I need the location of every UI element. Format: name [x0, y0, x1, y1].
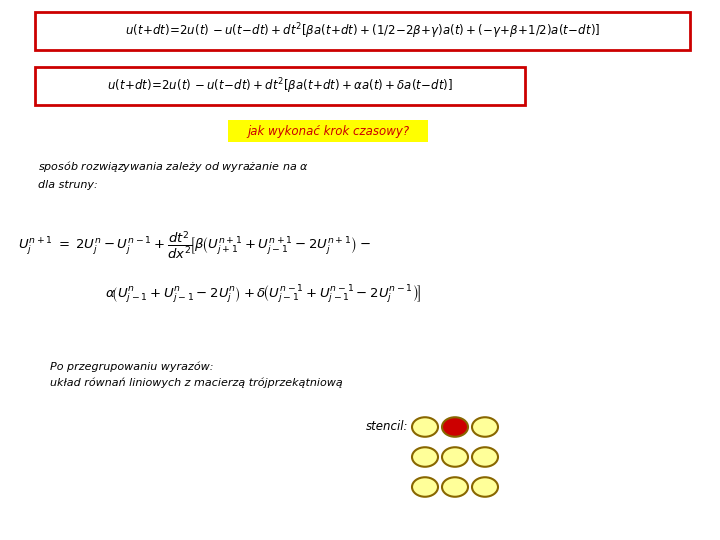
- FancyBboxPatch shape: [35, 12, 690, 50]
- Text: $u(t\!+\!dt)\!=\!2u(t)\,-u(t\!-\!dt)+dt^2[\beta a(t\!+\!dt)+\alpha a(t)+\delta a: $u(t\!+\!dt)\!=\!2u(t)\,-u(t\!-\!dt)+dt^…: [107, 76, 453, 96]
- Circle shape: [472, 417, 498, 437]
- Text: stencil:: stencil:: [366, 421, 408, 434]
- Circle shape: [442, 417, 468, 437]
- Circle shape: [472, 447, 498, 467]
- Circle shape: [412, 447, 438, 467]
- FancyBboxPatch shape: [35, 67, 525, 105]
- Text: $u(t\!+\!dt)\!=\!2u(t)\,-u(t\!-\!dt)+dt^2[\beta a(t\!+\!dt)+(1/2\!-\!2\beta\!+\!: $u(t\!+\!dt)\!=\!2u(t)\,-u(t\!-\!dt)+dt^…: [125, 21, 600, 41]
- Circle shape: [412, 417, 438, 437]
- Circle shape: [472, 477, 498, 497]
- Circle shape: [442, 447, 468, 467]
- Text: sposób rozwiązywania zależy od wyrażanie na $\alpha$: sposób rozwiązywania zależy od wyrażanie…: [38, 159, 309, 174]
- Text: układ równań liniowych z macierzą trójprzekątniową: układ równań liniowych z macierzą trójpr…: [50, 378, 343, 388]
- Text: $U_j^{n+1} \;=\; 2U_j^n - U_j^{n-1} + \dfrac{dt^2}{dx^2}\!\left[\beta\!\left(U_{: $U_j^{n+1} \;=\; 2U_j^n - U_j^{n-1} + \d…: [18, 229, 371, 261]
- FancyBboxPatch shape: [228, 120, 428, 142]
- Circle shape: [412, 477, 438, 497]
- Circle shape: [442, 477, 468, 497]
- Text: jak wykonać krok czasowy?: jak wykonać krok czasowy?: [247, 125, 409, 138]
- Text: Po przegrupowaniu wyrazów:: Po przegrupowaniu wyrazów:: [50, 362, 214, 372]
- Text: dla struny:: dla struny:: [38, 180, 98, 190]
- Text: $\left.\alpha\!\left(U_{j-1}^{n} + U_{j-1}^{n} - 2U_j^{n}\right) + \delta\!\left: $\left.\alpha\!\left(U_{j-1}^{n} + U_{j-…: [105, 284, 420, 306]
